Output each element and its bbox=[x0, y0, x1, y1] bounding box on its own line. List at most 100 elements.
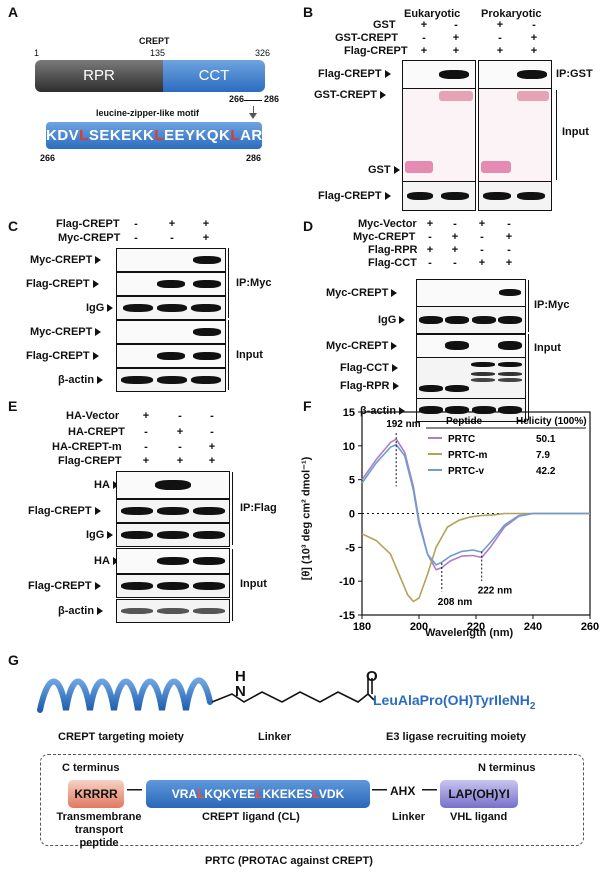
d-blot-3 bbox=[416, 334, 526, 358]
d-mark: - bbox=[428, 231, 432, 243]
atom-h: H bbox=[235, 668, 246, 685]
d-ip-label: IP:Myc bbox=[534, 299, 570, 311]
x-tick-label: 200 bbox=[410, 621, 428, 633]
b-mark: - bbox=[422, 32, 426, 44]
e-mark: - bbox=[210, 426, 214, 438]
c-blot-label: Flag-CREPT bbox=[26, 278, 99, 290]
rpr-domain: RPR bbox=[35, 60, 163, 92]
b-mark: + bbox=[420, 45, 428, 57]
c-blot-3 bbox=[116, 296, 226, 320]
cd-spectrum-chart: 180 200 220 240 260 15 10 5 0 -5 -10 -15 192 nm 208 n… bbox=[339, 407, 599, 633]
dash-3: — bbox=[422, 781, 437, 798]
c-ip-bracket bbox=[228, 248, 229, 318]
c-blot-label: IgG bbox=[86, 302, 114, 314]
e-blot-label: Flag-CREPT bbox=[28, 505, 101, 517]
e-row-4: Flag-CREPT bbox=[58, 455, 122, 467]
e-row-3: HA-CREPT-m bbox=[52, 441, 122, 453]
b-blot-2b bbox=[478, 88, 552, 182]
ahx-label: AHX bbox=[390, 784, 416, 798]
ip-myc-label: IP:Myc bbox=[236, 277, 272, 289]
legend-name: PRTC bbox=[448, 434, 475, 445]
c-input-label: Input bbox=[236, 349, 263, 361]
ip-flag-label: IP:Flag bbox=[240, 502, 277, 514]
e-blot-label: β-actin bbox=[58, 605, 104, 617]
y-tick-label: 15 bbox=[343, 407, 355, 419]
legend-value: 42.2 bbox=[536, 466, 556, 477]
c-blot-5 bbox=[116, 344, 226, 368]
e-blot-1 bbox=[116, 471, 230, 499]
c-row-myc: Myc-CREPT bbox=[58, 232, 121, 244]
transport-peptide-block: KRRRR bbox=[68, 780, 124, 808]
prokaryotic-label: Prokaryotic bbox=[481, 8, 542, 20]
legend-name: PRTC-v bbox=[448, 466, 485, 477]
d-mark: + bbox=[478, 218, 486, 230]
motif-label: leucine-zipper-like motif bbox=[96, 108, 200, 118]
atom-o: O bbox=[366, 668, 378, 685]
amide-bond bbox=[367, 693, 375, 701]
b-input-bracket bbox=[556, 90, 557, 180]
linker-chain bbox=[211, 691, 369, 703]
b-mark: + bbox=[420, 19, 428, 31]
protac-structure bbox=[37, 677, 375, 713]
y-tick-label: 10 bbox=[343, 441, 355, 453]
pos-mid: 135 bbox=[150, 48, 166, 58]
vhl-ligand-block: LAP(OH)YI bbox=[440, 780, 518, 808]
e-blot-2 bbox=[116, 499, 230, 523]
x-axis-label: Wavelength (nm) bbox=[425, 627, 514, 639]
dash-2: — bbox=[372, 781, 387, 798]
down-arrow-icon bbox=[249, 113, 257, 119]
e-mark: - bbox=[210, 410, 214, 422]
e-input-bracket bbox=[232, 549, 233, 621]
b-blot-3b bbox=[478, 181, 552, 211]
e-mark: + bbox=[208, 455, 216, 467]
annotation-label: 192 nm bbox=[386, 419, 421, 430]
b-row-gst: GST bbox=[373, 19, 396, 31]
d-mark: - bbox=[428, 257, 432, 269]
y-tick-label: -5 bbox=[345, 542, 355, 554]
d-row-3: Flag-RPR bbox=[368, 244, 418, 256]
b-blot-label: Flag-CREPT bbox=[318, 190, 391, 202]
b-blot-1b bbox=[478, 60, 552, 89]
seq-end: 286 bbox=[246, 153, 262, 163]
d-mark: - bbox=[480, 244, 484, 256]
c-blot-2 bbox=[116, 272, 226, 296]
c-mark: + bbox=[202, 232, 210, 244]
b-mark: - bbox=[498, 32, 502, 44]
series-line-prtc-v bbox=[361, 443, 590, 566]
legend-name: PRTC-m bbox=[448, 450, 488, 461]
vhl-label: VHL ligand bbox=[450, 811, 508, 823]
b-mark: + bbox=[496, 19, 504, 31]
x-tick-label: 260 bbox=[581, 621, 599, 633]
d-ip-bracket bbox=[528, 280, 529, 332]
panel-label-a: A bbox=[8, 4, 19, 20]
d-mark: + bbox=[426, 218, 434, 230]
e-blot-label: HA bbox=[94, 555, 119, 567]
x-tick-label: 180 bbox=[353, 621, 371, 633]
moiety-linker-label: Linker bbox=[258, 731, 292, 743]
e-mark: + bbox=[142, 410, 150, 422]
helix-icon bbox=[37, 677, 213, 713]
e-blot-4 bbox=[116, 548, 230, 574]
sub-bar bbox=[244, 100, 262, 101]
annotation-label: 222 nm bbox=[478, 585, 513, 596]
c-row-flag: Flag-CREPT bbox=[56, 218, 120, 230]
d-mark: - bbox=[507, 244, 511, 256]
c-mark: - bbox=[134, 232, 138, 244]
y-tick-label: -10 bbox=[339, 576, 355, 588]
crept-title: CREPT bbox=[139, 36, 170, 46]
d-mark: + bbox=[451, 244, 459, 256]
pos-start: 1 bbox=[34, 48, 40, 58]
c-terminus-label: C terminus bbox=[62, 762, 120, 774]
moiety-e3-label: E3 ligase recruiting moiety bbox=[386, 731, 526, 743]
y-tick-label: -15 bbox=[339, 610, 355, 622]
e-mark: + bbox=[142, 455, 150, 467]
d-blot-label: Myc-CREPT bbox=[326, 287, 398, 299]
b-mark: + bbox=[496, 45, 504, 57]
d-mark: - bbox=[480, 231, 484, 243]
e-mark: - bbox=[144, 426, 148, 438]
d-blot-1 bbox=[416, 279, 526, 307]
c-blot-label: Myc-CREPT bbox=[30, 254, 102, 266]
seq-start: 266 bbox=[40, 153, 56, 163]
annotation-label: 208 nm bbox=[438, 597, 473, 608]
d-input-bracket bbox=[528, 334, 529, 420]
